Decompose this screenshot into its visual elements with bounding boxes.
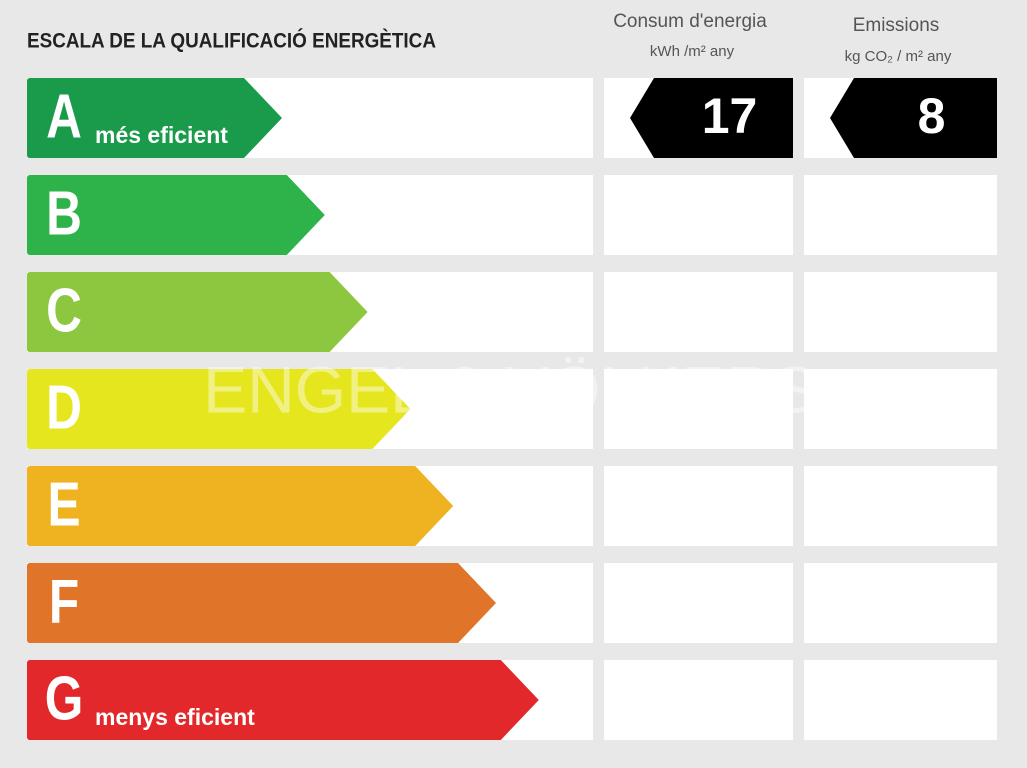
value-pointer [830,78,997,158]
rating-letter: F [49,566,79,636]
title: ESCALA DE LA QUALIFICACIÓ ENERGÈTICA [27,28,436,53]
rating-arrow [27,175,325,255]
rating-arrow [27,660,539,740]
rating-arrow [27,563,496,643]
rating-letter: G [45,663,84,733]
rating-letter: E [47,469,80,539]
value: 8 [918,88,946,144]
rating-arrow [27,369,411,449]
value-pointer [630,78,793,158]
rating-letter: A [46,81,82,151]
rating-arrow [27,78,282,158]
column-unit: kWh /m² any [650,43,735,60]
rating-letter: B [46,178,82,248]
value-cell [604,175,793,255]
value-cell [604,369,793,449]
value-cell [604,563,793,643]
rating-arrow [27,272,368,352]
column-title: Consum d'energia [613,11,767,32]
rating-arrow [27,466,454,546]
rating-label: més eficient [95,122,228,148]
rating-label: menys eficient [95,704,255,730]
value-cell [604,660,793,740]
value-cell [804,563,997,643]
value-cell [804,466,997,546]
value: 17 [702,88,758,144]
value-cell [604,466,793,546]
watermark: ENGEL & VÖLKERS [203,352,817,426]
column-unit: kg CO₂ / m² any [845,48,952,65]
value-cell [804,272,997,352]
value-cell [804,369,997,449]
value-cell [604,272,793,352]
value-cell [804,175,997,255]
column-title: Emissions [853,15,940,36]
rating-letter: D [46,372,82,442]
value-cell [804,660,997,740]
rating-letter: C [46,275,82,345]
